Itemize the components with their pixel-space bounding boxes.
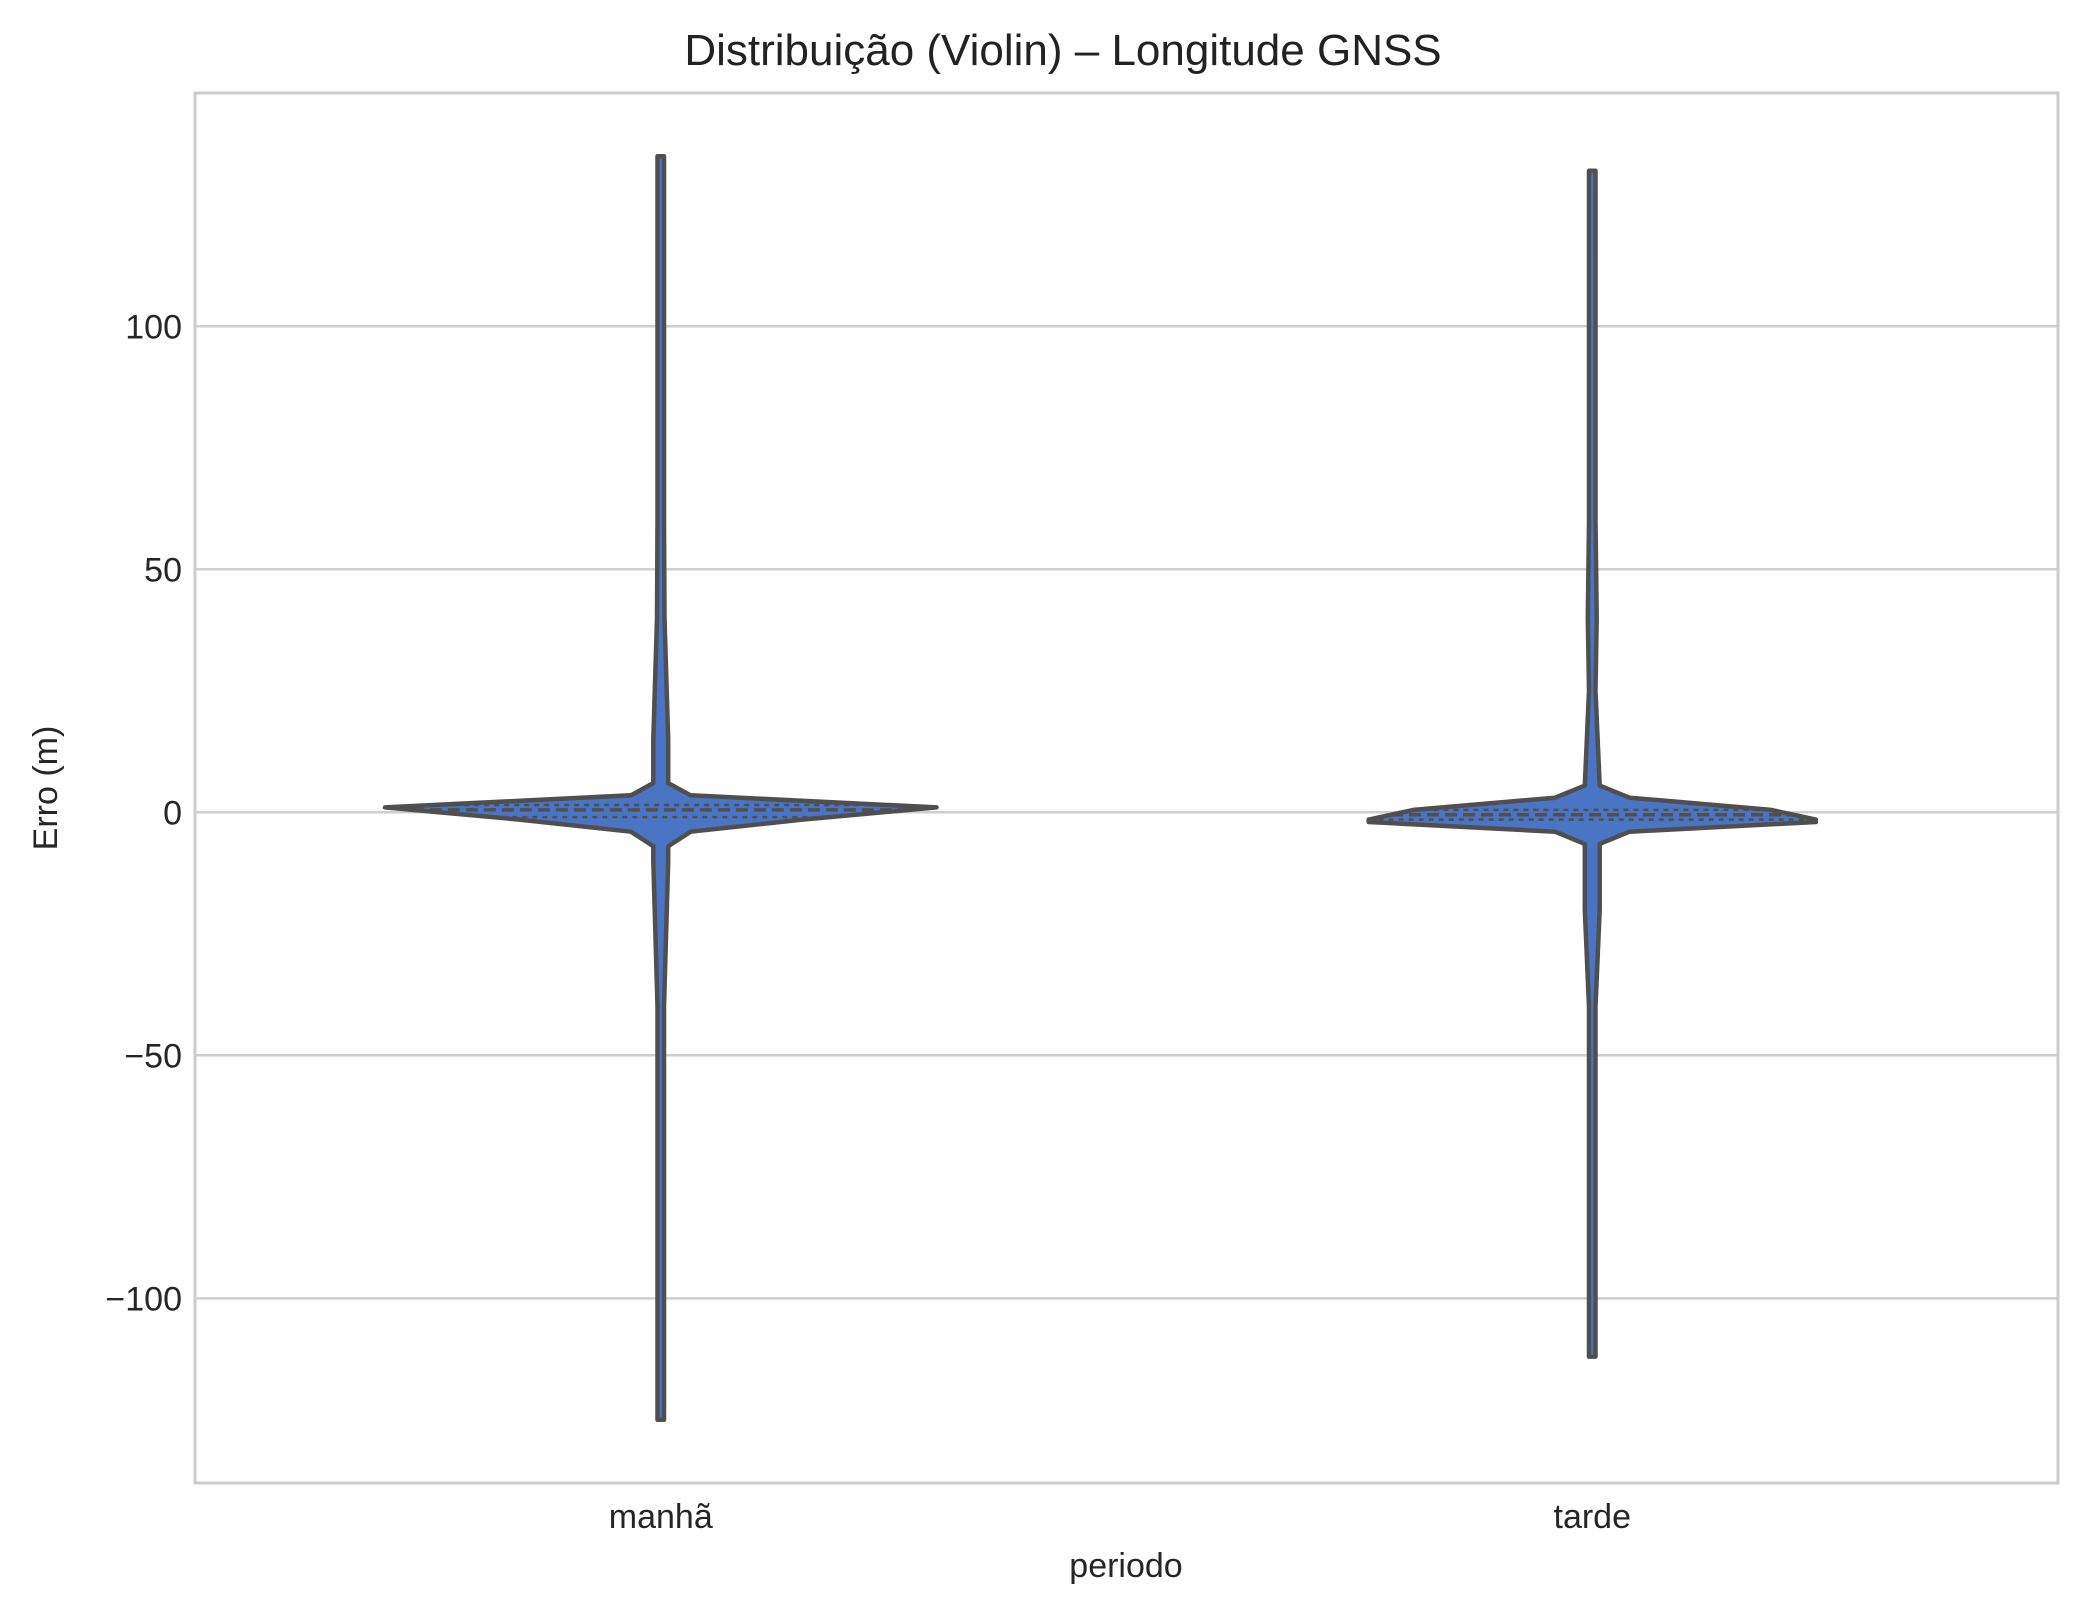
x-tick-label: tarde [1554,1498,1632,1536]
y-tick-label: −50 [124,1037,182,1075]
y-axis-label: Erro (m) [27,726,65,851]
y-tick-label: 0 [163,794,182,832]
y-tick-label: 50 [144,551,182,589]
y-tick-label: −100 [105,1280,182,1318]
x-axis-label: periodo [1069,1547,1182,1585]
y-tick-label: 100 [125,308,182,346]
violin-body [382,153,939,1423]
chart-title: Distribuição (Violin) – Longitude GNSS [684,26,1441,75]
violin-body [1366,168,1819,1359]
x-tick-label: manhã [609,1498,713,1536]
plot-frame [193,91,2060,1485]
x-tick-labels: manhã tarde [609,1498,1631,1536]
y-tick-labels: 100 50 0 −50 −100 [105,308,182,1318]
violins [382,153,1819,1423]
